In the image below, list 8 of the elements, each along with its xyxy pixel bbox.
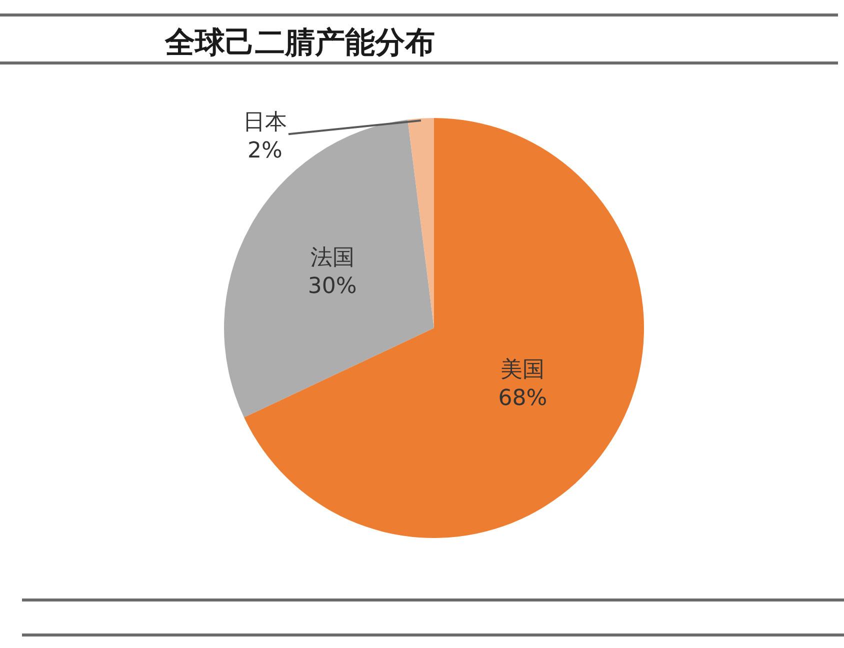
chart-title: 全球己二腈产能分布 [164, 26, 435, 60]
pie-slice [408, 118, 434, 328]
data-label: 30% [308, 274, 357, 299]
slice-label: 美国 [500, 357, 545, 382]
data-label: 2% [248, 138, 282, 164]
slice-label: 日本 [243, 110, 287, 135]
data-label: 68% [498, 386, 548, 412]
slice-label: 法国 [310, 245, 354, 270]
